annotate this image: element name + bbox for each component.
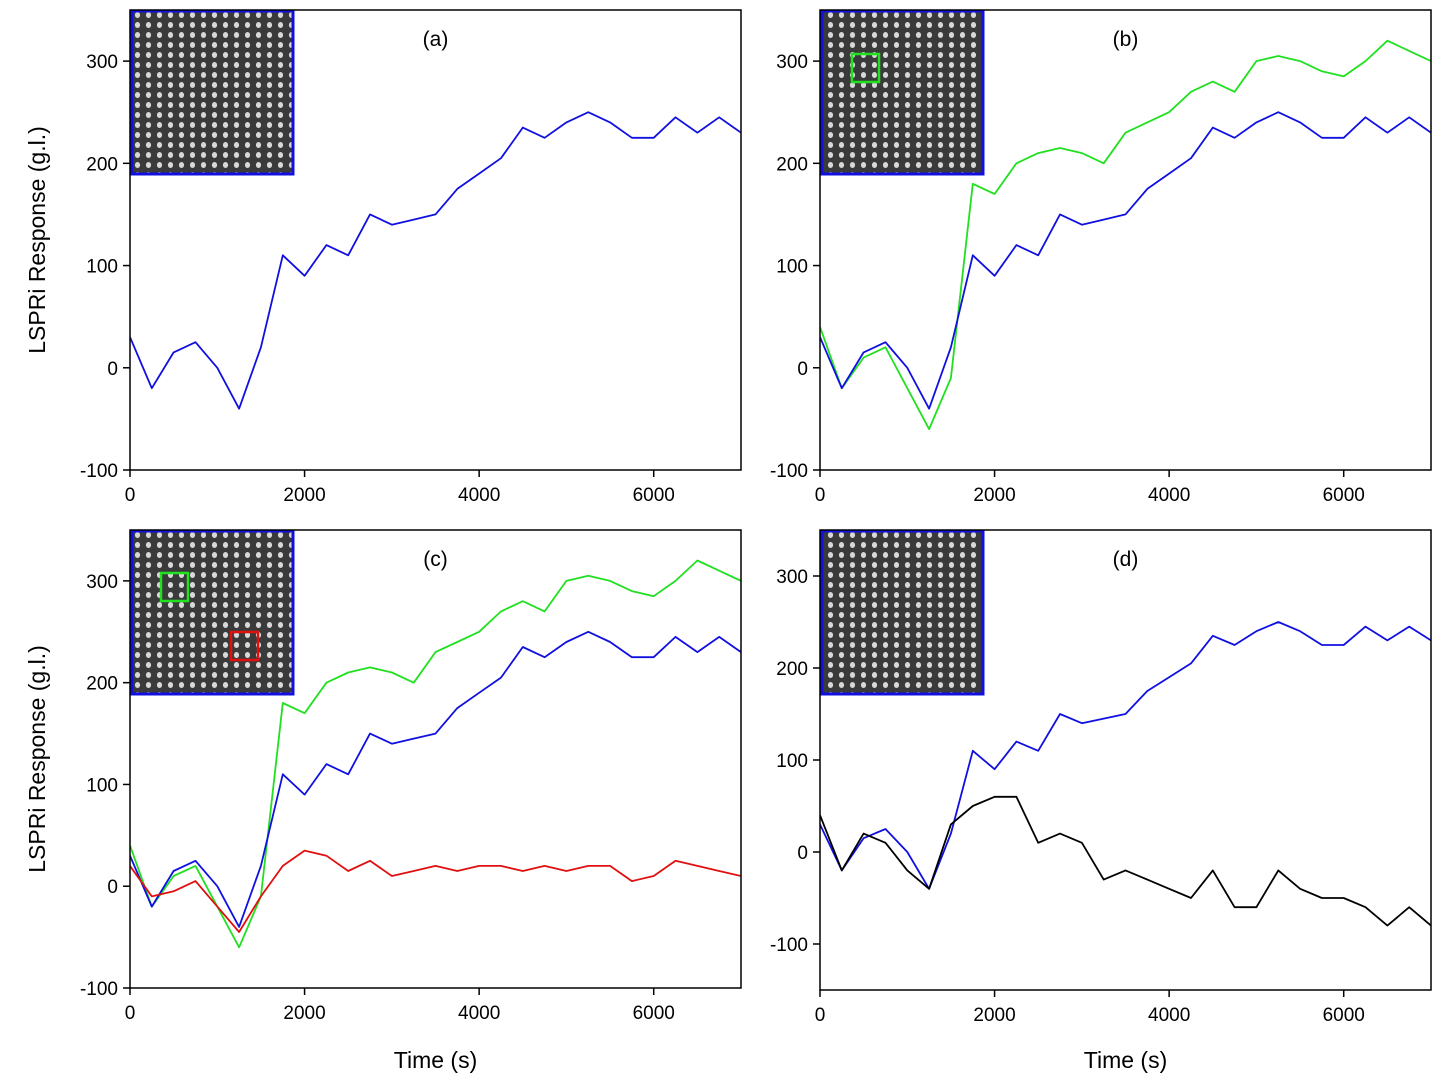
panel-title: (c) [423, 548, 448, 571]
y-tick-label: 200 [776, 154, 808, 175]
x-axis-label: Time (s) [1084, 1047, 1167, 1073]
y-tick-label: 300 [86, 52, 118, 73]
y-tick-label: 0 [107, 359, 118, 380]
y-tick-label: -100 [80, 461, 118, 482]
y-tick-label: 200 [86, 154, 118, 175]
x-tick-label: 4000 [458, 485, 500, 506]
x-tick-label: 0 [815, 485, 826, 506]
y-axis-label: LSPRi Response (g.l.) [24, 126, 50, 354]
y-tick-label: 300 [776, 52, 808, 73]
y-tick-label: -100 [770, 935, 808, 956]
x-axis-label: Time (s) [394, 1047, 477, 1073]
y-tick-label: -100 [770, 461, 808, 482]
x-tick-label: 6000 [633, 1003, 675, 1024]
x-tick-label: 4000 [458, 1003, 500, 1024]
y-tick-label: 300 [86, 572, 118, 593]
panel-title: (d) [1113, 548, 1139, 571]
inset-image [132, 531, 293, 694]
x-tick-label: 2000 [283, 485, 325, 506]
panel: -100 0 100 200 300 0 2000 4000 6000 (b) [770, 10, 1431, 506]
x-tick-label: 6000 [1323, 1005, 1365, 1026]
panel-title: (a) [423, 28, 449, 51]
panel: -100 0 100 200 300 0 2000 4000 6000 (c) LSPRi Resp… [24, 530, 741, 1073]
panel-title: (b) [1113, 28, 1139, 51]
y-tick-label: 300 [776, 567, 808, 588]
inset-image [822, 531, 983, 694]
y-tick-label: 100 [776, 257, 808, 278]
x-tick-label: 2000 [973, 1005, 1015, 1026]
y-tick-label: 0 [797, 359, 808, 380]
figure: -10001002003000200040006000(a)LSPRi Resp… [0, 0, 1439, 1076]
y-tick-label: 100 [86, 257, 118, 278]
x-tick-label: 0 [125, 1003, 136, 1024]
x-tick-label: 2000 [973, 485, 1015, 506]
x-tick-label: 6000 [633, 485, 675, 506]
panel: -100 0 100 200 300 0 2000 4000 6000 (d) Time (s) [770, 530, 1431, 1073]
panel: -100 0 100 200 300 0 2000 4000 6000 (a) LSPRi Resp… [24, 10, 741, 506]
x-tick-label: 6000 [1323, 485, 1365, 506]
y-tick-label: 100 [86, 775, 118, 796]
data-line [820, 797, 1431, 926]
x-tick-label: 0 [815, 1005, 826, 1026]
x-tick-label: 2000 [283, 1003, 325, 1024]
y-tick-label: 200 [776, 659, 808, 680]
data-line [130, 851, 741, 932]
y-tick-label: 100 [776, 751, 808, 772]
y-tick-label: 0 [107, 877, 118, 898]
y-tick-label: 0 [797, 843, 808, 864]
y-axis-label: LSPRi Response (g.l.) [24, 645, 50, 873]
y-tick-label: 200 [86, 674, 118, 695]
inset-image [132, 11, 293, 174]
x-tick-label: 4000 [1148, 485, 1190, 506]
x-tick-label: 0 [125, 485, 136, 506]
x-tick-label: 4000 [1148, 1005, 1190, 1026]
inset-image [822, 11, 983, 174]
y-tick-label: -100 [80, 979, 118, 1000]
